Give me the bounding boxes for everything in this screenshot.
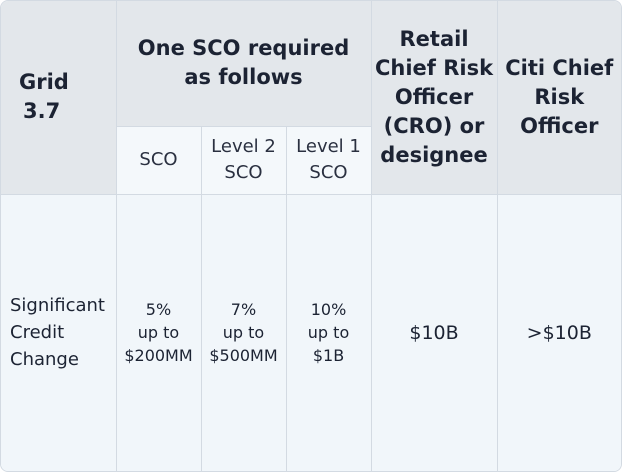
row-label-line-2: Credit xyxy=(10,322,65,344)
header-citi-cro: Citi Chief Risk Officer xyxy=(496,1,621,195)
cell-level1-limit: 10% up to $1B xyxy=(285,193,372,471)
header-grid: Grid 3.7 xyxy=(1,1,117,195)
cell-sco-line-3: $200MM xyxy=(124,346,193,366)
cell-level2-line-1: 7% xyxy=(230,300,257,320)
row-label-significant-credit-change: Significant Credit Change xyxy=(1,193,117,471)
cell-level1-line-1: 10% xyxy=(310,300,347,320)
cell-citi-cro-limit: >$10B xyxy=(496,193,621,471)
header-grid-line-1: Grid xyxy=(19,70,69,95)
cell-level2-limit: 7% up to $500MM xyxy=(200,193,287,471)
cell-retail-cro-limit: $10B xyxy=(370,193,498,471)
header-sco-line-2: as follows xyxy=(184,65,303,90)
header-citi-line-3: Officer xyxy=(520,113,599,138)
cell-retail-line-1: $10B xyxy=(409,321,459,344)
row-label-line-3: Change xyxy=(10,349,79,371)
subheader-level1-line-2: SCO xyxy=(309,162,348,183)
subheader-level2-line-1: Level 2 xyxy=(211,136,276,157)
subheader-level1-sco: Level 1 SCO xyxy=(285,125,372,195)
header-retail-line-5: designee xyxy=(380,142,488,167)
header-retail-line-3: Officer xyxy=(394,84,474,109)
header-sco-line-1: One SCO required xyxy=(137,36,350,61)
header-retail-cro: Retail Chief Risk Officer (CRO) or desig… xyxy=(370,1,498,195)
cell-sco-limit: 5% up to $200MM xyxy=(115,193,202,471)
cell-sco-line-2: up to xyxy=(137,323,180,343)
row-label-line-1: Significant xyxy=(10,295,105,317)
cell-sco-line-1: 5% xyxy=(145,300,172,320)
header-retail-line-1: Retail xyxy=(399,26,469,51)
subheader-level2-sco: Level 2 SCO xyxy=(200,125,287,195)
subheader-sco: SCO xyxy=(116,125,202,195)
cell-level2-line-3: $500MM xyxy=(209,346,278,366)
cell-level1-line-3: $1B xyxy=(312,346,345,366)
header-citi-line-2: Risk xyxy=(534,84,585,109)
subheader-level1-line-1: Level 1 xyxy=(296,136,361,157)
header-retail-line-4: (CRO) or xyxy=(383,113,485,138)
subheader-level2-line-2: SCO xyxy=(224,162,263,183)
header-grid-line-2: 3.7 xyxy=(23,99,61,124)
cell-citi-line-1: >$10B xyxy=(526,321,592,344)
header-retail-line-2: Chief Risk xyxy=(374,55,494,80)
cell-level1-line-2: up to xyxy=(307,323,350,343)
cell-level2-line-2: up to xyxy=(222,323,265,343)
header-citi-line-1: Citi Chief xyxy=(505,55,614,80)
subheader-sco-line-1: SCO xyxy=(139,149,178,170)
header-sco-group: One SCO required as follows xyxy=(115,1,372,127)
